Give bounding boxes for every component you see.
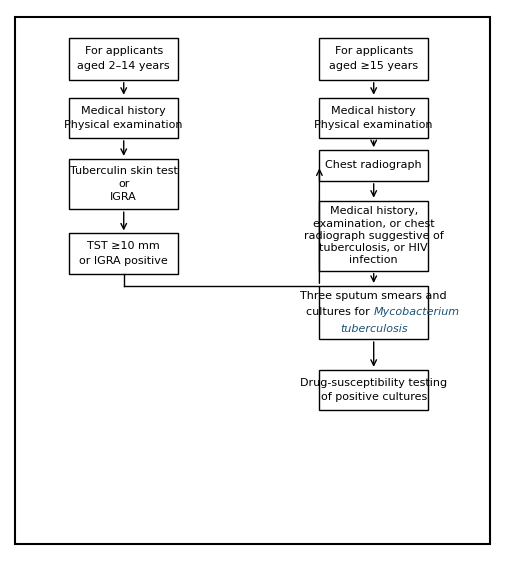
Text: Tuberculin skin test: Tuberculin skin test: [70, 165, 178, 176]
Bar: [70, 38, 178, 80]
Text: For applicants: For applicants: [335, 47, 413, 57]
Text: Medical history: Medical history: [81, 105, 166, 116]
Text: tuberculosis: tuberculosis: [340, 324, 408, 334]
Text: or IGRA positive: or IGRA positive: [79, 256, 168, 266]
Bar: [319, 370, 428, 410]
Bar: [319, 150, 428, 181]
Bar: [319, 38, 428, 80]
Bar: [319, 98, 428, 138]
Text: Medical history: Medical history: [331, 105, 416, 116]
Text: TST ≥10 mm: TST ≥10 mm: [87, 241, 160, 251]
Text: Physical examination: Physical examination: [315, 120, 433, 130]
Bar: [70, 98, 178, 138]
Text: cultures for: cultures for: [307, 307, 374, 318]
Text: examination, or chest: examination, or chest: [313, 219, 434, 228]
Bar: [319, 286, 428, 339]
Text: Medical history,: Medical history,: [330, 206, 418, 217]
Text: Drug-susceptibility testing: Drug-susceptibility testing: [300, 378, 447, 388]
Bar: [319, 201, 428, 271]
Text: For applicants: For applicants: [85, 47, 163, 57]
Text: Mycobacterium: Mycobacterium: [374, 307, 460, 318]
Text: Three sputum smears and: Three sputum smears and: [300, 291, 447, 301]
Text: Chest radiograph: Chest radiograph: [325, 160, 422, 171]
Bar: [70, 233, 178, 274]
Text: IGRA: IGRA: [111, 192, 137, 203]
Bar: [70, 159, 178, 209]
Text: or: or: [118, 179, 129, 189]
Text: infection: infection: [349, 255, 398, 265]
Text: radiograph suggestive of: radiograph suggestive of: [304, 231, 443, 241]
Text: of positive cultures: of positive cultures: [321, 392, 427, 402]
Text: aged 2–14 years: aged 2–14 years: [77, 61, 170, 71]
Text: aged ≥15 years: aged ≥15 years: [329, 61, 418, 71]
Text: tuberculosis, or HIV: tuberculosis, or HIV: [319, 243, 428, 252]
Text: Physical examination: Physical examination: [65, 120, 183, 130]
